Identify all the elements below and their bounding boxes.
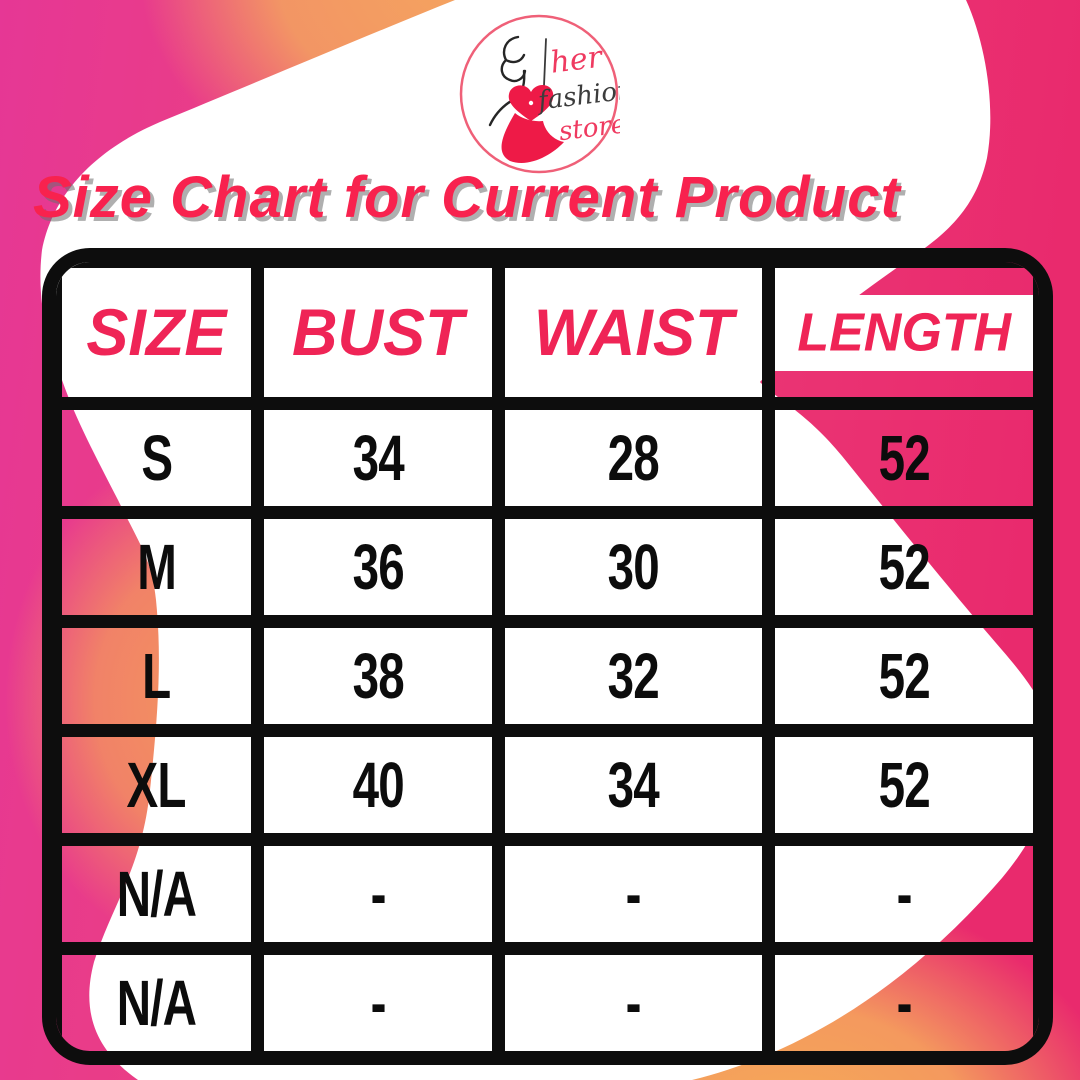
- store-logo: her fashion store: [459, 14, 620, 174]
- cell-waist: -: [491, 833, 776, 955]
- cell-size: XL: [56, 724, 264, 846]
- cell-bust: 36: [250, 506, 505, 628]
- cell-size: M: [56, 506, 264, 628]
- header-cell-waist: WAIST: [491, 262, 776, 410]
- cell-size: N/A: [56, 942, 264, 1051]
- page-title: Size Chart for Current Product: [33, 165, 901, 230]
- cell-waist: 32: [491, 615, 776, 737]
- cell-bust: -: [250, 833, 505, 955]
- cell-length: 52: [762, 724, 1039, 846]
- table-row: L 38 32 52: [56, 615, 1039, 737]
- table-row: N/A - - -: [56, 833, 1039, 955]
- length-header-highlight: LENGTH: [775, 294, 1033, 371]
- cell-size: N/A: [56, 833, 264, 955]
- cell-waist: 28: [491, 397, 776, 519]
- logo-word-store: store: [557, 109, 620, 147]
- table-row: XL 40 34 52: [56, 724, 1039, 846]
- cell-size: L: [56, 615, 264, 737]
- cell-waist: -: [491, 942, 776, 1051]
- cell-length: 52: [762, 397, 1039, 519]
- table-row: M 36 30 52: [56, 506, 1039, 628]
- cell-length: 52: [762, 615, 1039, 737]
- table-row: N/A - - -: [56, 942, 1039, 1051]
- size-table: SIZE BUST WAIST LENGTH S 34 28 52: [42, 248, 1053, 1065]
- table-row: S 34 28 52: [56, 397, 1039, 519]
- logo-word-her: her: [549, 40, 606, 81]
- cell-bust: 34: [250, 397, 505, 519]
- cell-length: -: [762, 942, 1039, 1051]
- dress-icon: [501, 84, 564, 163]
- cell-length: 52: [762, 506, 1039, 628]
- cell-bust: 40: [250, 724, 505, 846]
- cell-length: -: [762, 833, 1039, 955]
- cell-waist: 30: [491, 506, 776, 628]
- header-cell-size: SIZE: [56, 262, 264, 410]
- cell-bust: 38: [250, 615, 505, 737]
- header-cell-bust: BUST: [250, 262, 505, 410]
- cell-bust: -: [250, 942, 505, 1051]
- header-cell-length: LENGTH: [762, 262, 1039, 410]
- table-header-row: SIZE BUST WAIST LENGTH: [56, 262, 1039, 410]
- cell-waist: 34: [491, 724, 776, 846]
- cell-size: S: [56, 397, 264, 519]
